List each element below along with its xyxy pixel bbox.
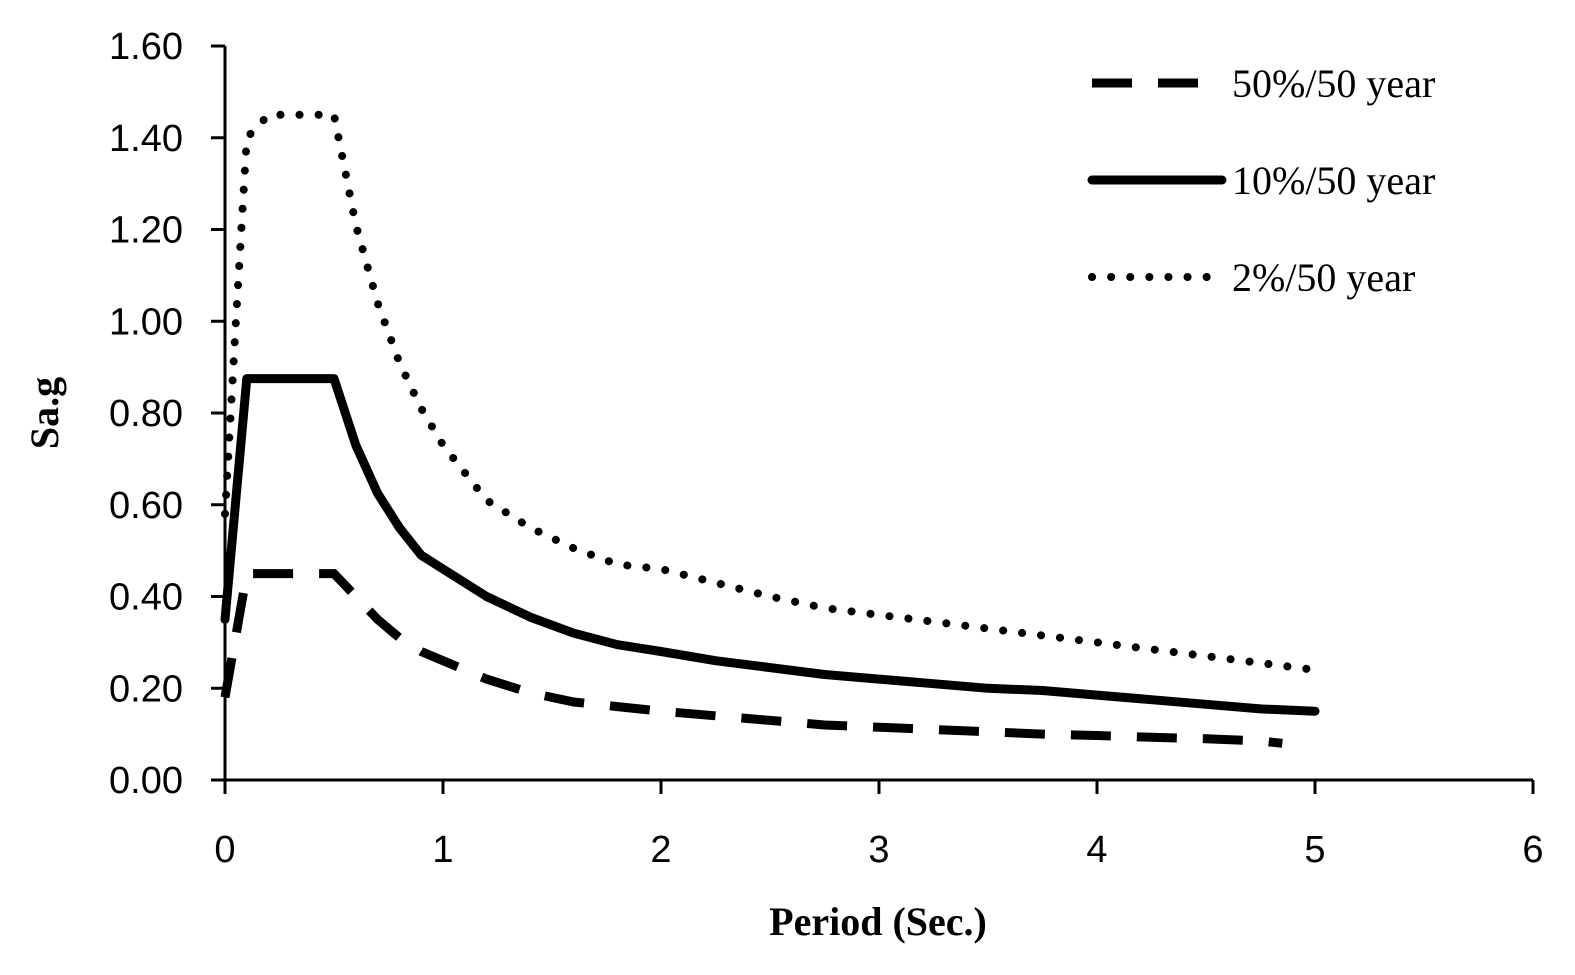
x-tick-label: 1 <box>432 829 453 871</box>
x-axis-title: Period (Sec.) <box>769 899 987 944</box>
x-tick-label: 5 <box>1304 829 1325 871</box>
legend-label: 2%/50 year <box>1232 255 1415 300</box>
x-ticks: 0 1 2 3 4 5 6 <box>214 780 1544 871</box>
y-tick-label: 1.40 <box>109 118 183 160</box>
y-axis-title: Sa.g <box>22 377 67 449</box>
y-tick-label: 1.20 <box>109 210 183 252</box>
y-tick-label: 1.00 <box>109 301 183 343</box>
y-tick-label: 0.40 <box>109 577 183 619</box>
y-ticks: 0.00 0.20 0.40 0.60 0.80 1.00 1.20 1.40 1.60 <box>109 26 225 802</box>
series-line-dashed <box>220 569 1283 748</box>
y-tick-label: 0.00 <box>109 760 183 802</box>
series-line-solid <box>220 374 1320 716</box>
y-tick-label: 1.60 <box>109 26 183 68</box>
x-tick-label: 3 <box>868 829 889 871</box>
legend-label: 50%/50 year <box>1232 61 1435 106</box>
y-tick-label: 0.80 <box>109 393 183 435</box>
x-tick-label: 0 <box>214 829 235 871</box>
plot-area <box>220 110 1320 748</box>
y-tick-label: 0.20 <box>109 668 183 710</box>
x-tick-label: 4 <box>1086 829 1107 871</box>
series-line-dotted <box>221 110 1319 674</box>
x-tick-label: 2 <box>650 829 671 871</box>
x-tick-label: 6 <box>1522 829 1543 871</box>
legend-label: 10%/50 year <box>1232 158 1435 203</box>
y-tick-label: 0.60 <box>109 485 183 527</box>
legend: 50%/50 year 10%/50 year 2%/50 year <box>1087 61 1435 300</box>
